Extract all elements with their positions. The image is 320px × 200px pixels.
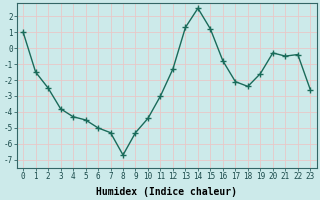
X-axis label: Humidex (Indice chaleur): Humidex (Indice chaleur)	[96, 186, 237, 197]
